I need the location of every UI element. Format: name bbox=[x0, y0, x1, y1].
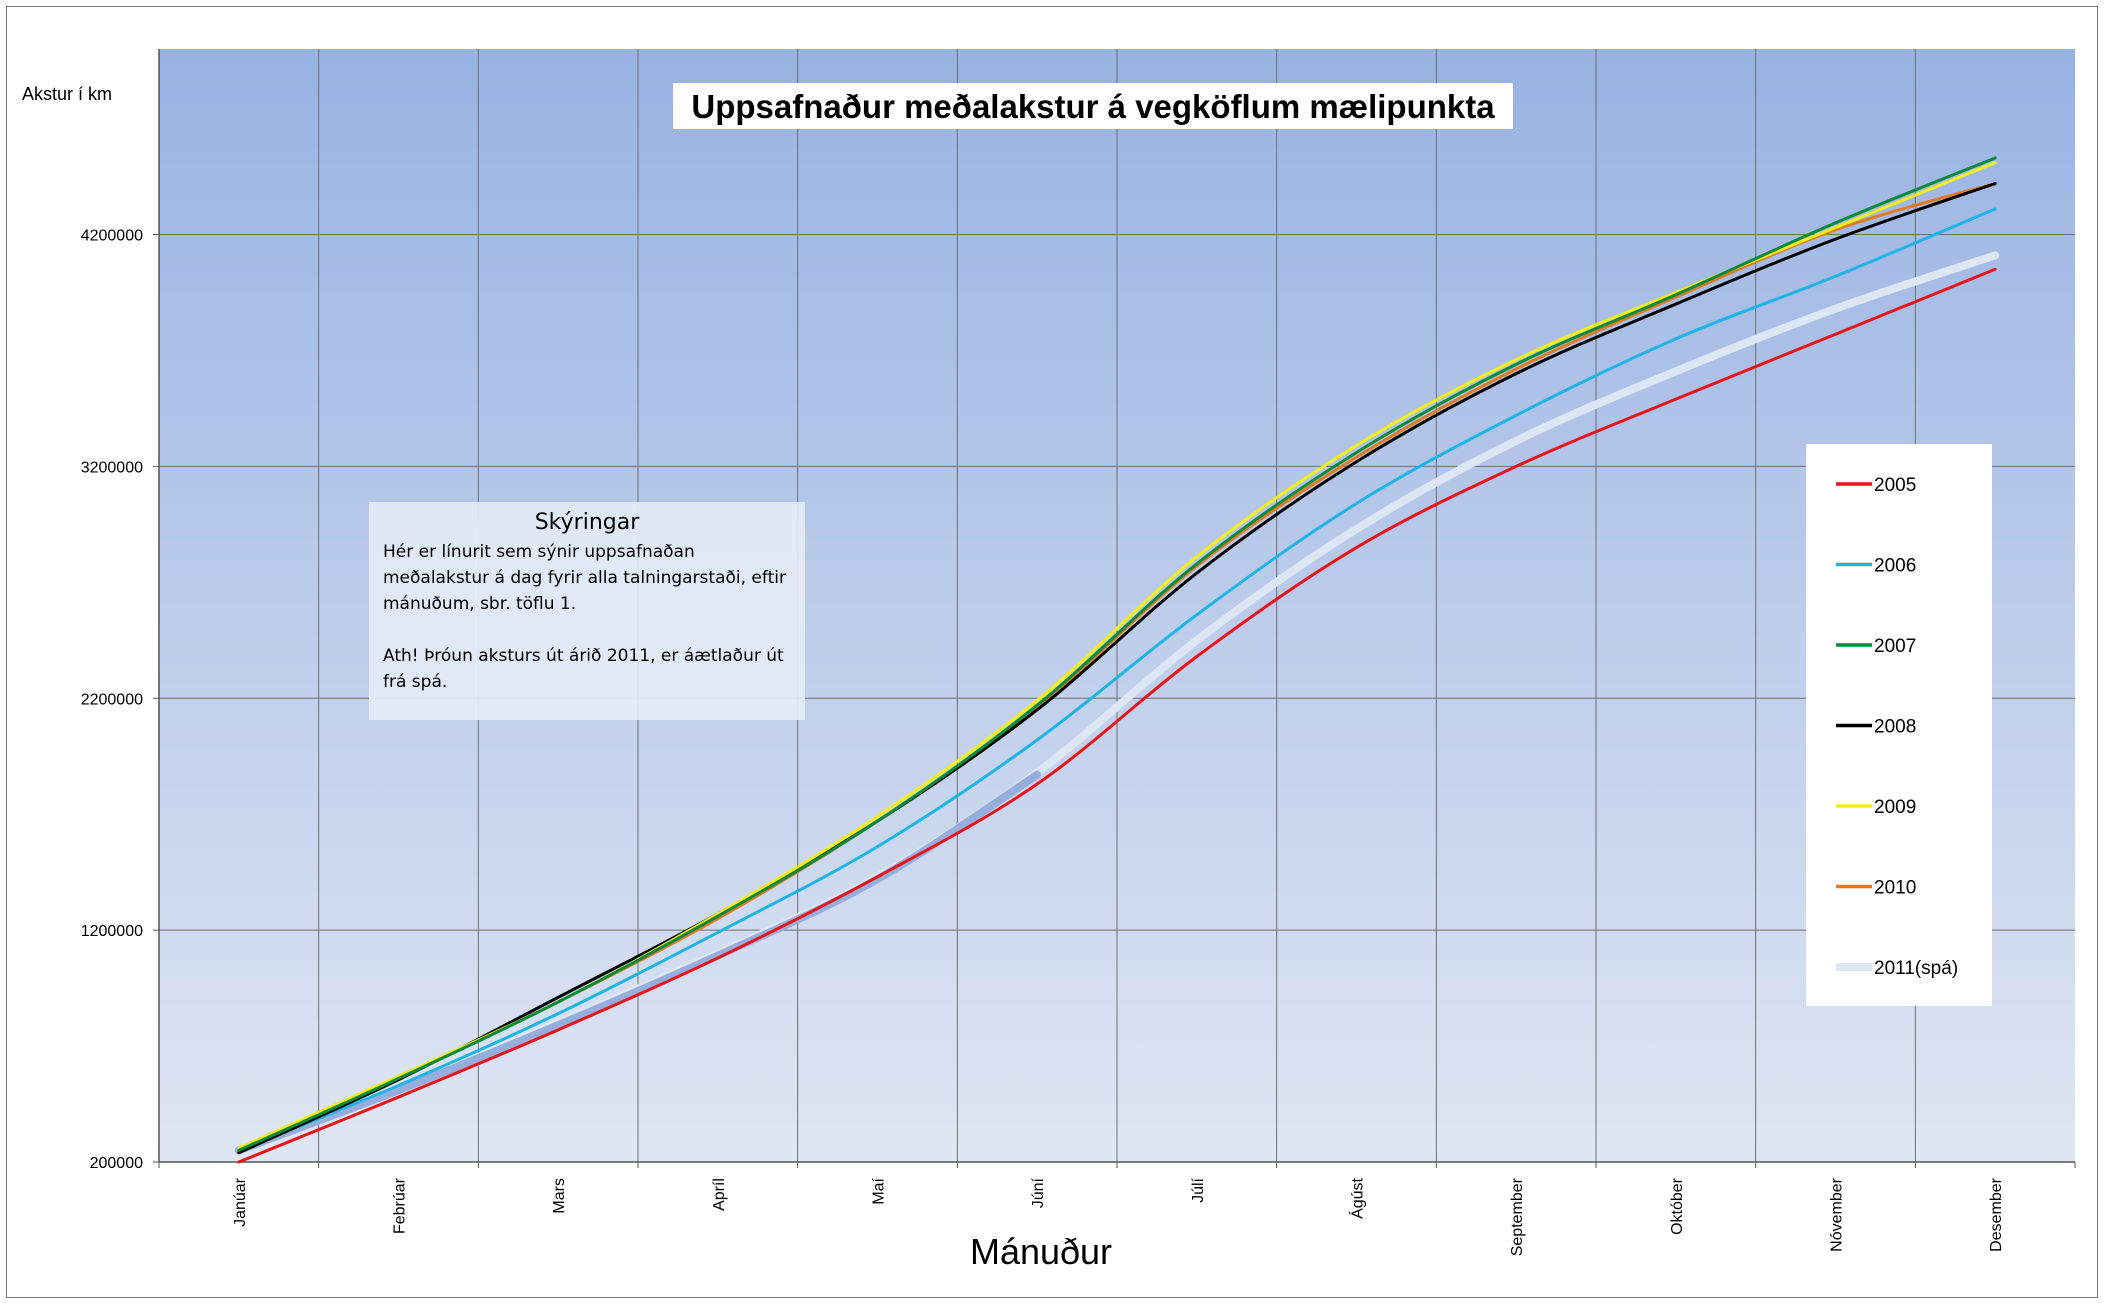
info-box: Skýringar Hér er línurit sem sýnir uppsa… bbox=[369, 502, 805, 720]
legend-label: 2009 bbox=[1874, 797, 1916, 818]
x-tick-label: Ágúst bbox=[1348, 1177, 1367, 1218]
y-tick-label: 3200000 bbox=[81, 459, 143, 476]
legend-label: 2011(spá) bbox=[1874, 958, 1958, 979]
y-tick-label: 2200000 bbox=[81, 691, 143, 708]
x-tick-label: Október bbox=[1669, 1177, 1686, 1235]
legend-label: 2007 bbox=[1874, 636, 1916, 657]
y-tick-label: 200000 bbox=[90, 1155, 143, 1172]
x-tick-label: Júní bbox=[1030, 1177, 1047, 1208]
x-tick-label: Júlí bbox=[1190, 1177, 1207, 1202]
info-box-paragraph: Hér er línurit sem sýnir uppsafnaðan með… bbox=[383, 542, 786, 614]
legend-label: 2005 bbox=[1874, 475, 1916, 496]
series-line-2005 bbox=[237, 267, 1997, 1164]
title-background bbox=[673, 83, 1513, 129]
y-tick-label: 4200000 bbox=[81, 228, 143, 245]
x-axis-label: Mánuður bbox=[970, 1231, 1112, 1272]
info-box-note: Ath! Þróun aksturs út árið 2011, er áætl… bbox=[383, 646, 784, 692]
x-tick-label: Mars bbox=[551, 1178, 568, 1214]
x-tick-label: Apríl bbox=[711, 1178, 728, 1211]
legend-label: 2010 bbox=[1874, 878, 1916, 899]
series-line-2007 bbox=[237, 156, 1997, 1152]
x-tick-label: September bbox=[1509, 1177, 1526, 1256]
legend-label: 2008 bbox=[1874, 717, 1916, 738]
series-line-2008 bbox=[237, 181, 1997, 1155]
x-tick-label: Febrúar bbox=[392, 1177, 409, 1234]
legend: 2005 2006 2007 2008 2009 2010 2011(spá) bbox=[1836, 475, 1958, 979]
y-tick-label: 1200000 bbox=[81, 923, 143, 940]
axes bbox=[153, 49, 2076, 1168]
series-lines bbox=[234, 156, 2000, 1164]
x-tick-labels: Janúar Febrúar Mars Apríl Maí Júní Júlí Ágúst Se… bbox=[232, 1177, 2005, 1256]
y-tick-labels: 200000 1200000 2200000 3200000 4200000 bbox=[81, 228, 143, 1173]
y-axis-label: Akstur í km bbox=[22, 84, 112, 104]
series-line-2006 bbox=[237, 207, 1997, 1152]
x-tick-label: Maí bbox=[871, 1177, 888, 1204]
legend-label: 2006 bbox=[1874, 556, 1916, 577]
chart-title: Uppsafnaður meðalakstur á vegköflum mæli… bbox=[691, 88, 1495, 125]
chart-frame bbox=[6, 6, 2098, 1298]
x-tick-label: Janúar bbox=[232, 1177, 249, 1227]
info-box-title: Skýringar bbox=[534, 510, 640, 535]
x-tick-label: Desember bbox=[1988, 1177, 2005, 1251]
x-tick-label: Nóvember bbox=[1829, 1177, 1846, 1251]
